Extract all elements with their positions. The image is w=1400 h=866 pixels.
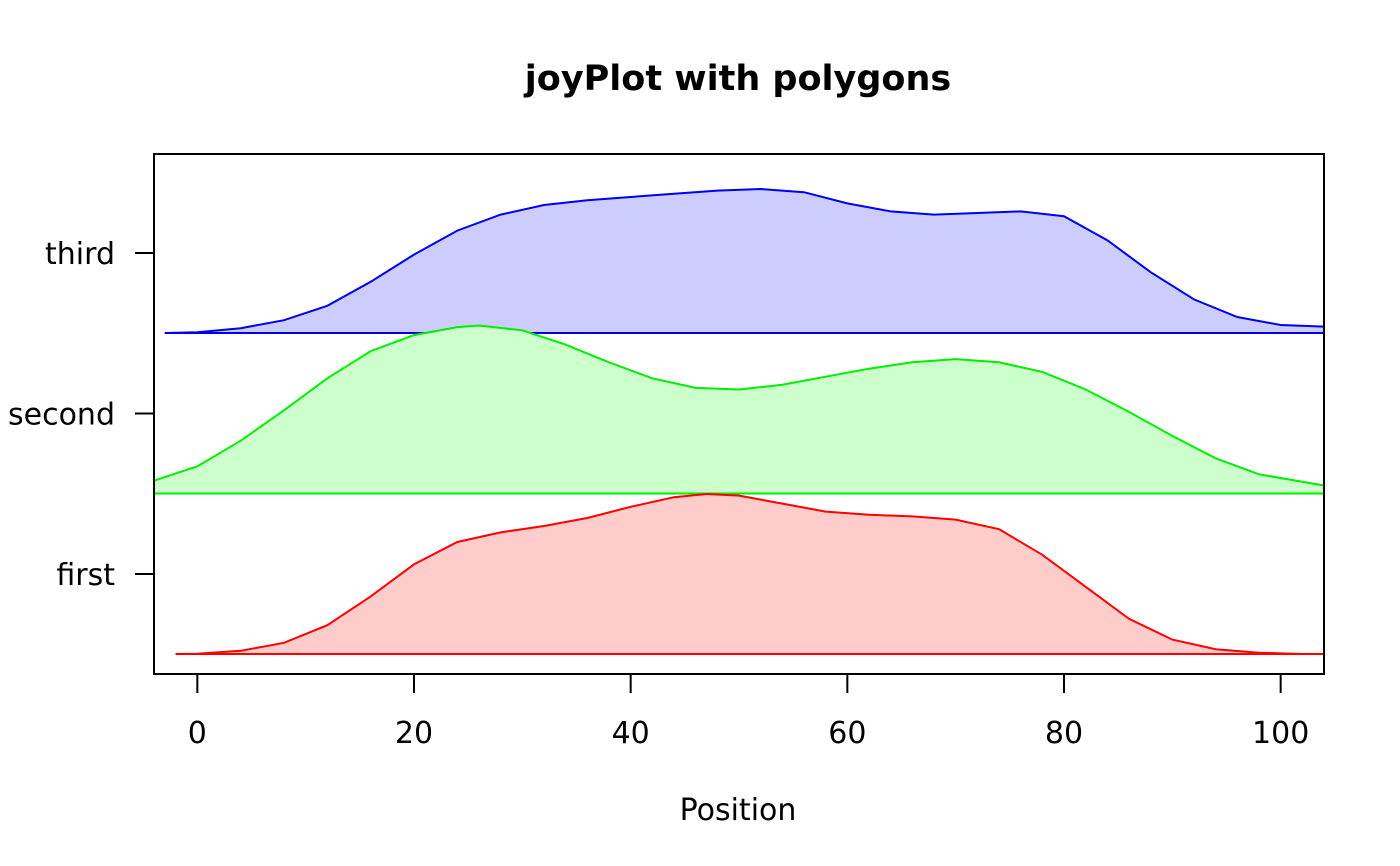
ridge-line-first [175,492,1303,655]
x-tick-label: 100 [1252,716,1309,751]
x-tick-label: 40 [612,716,650,751]
y-tick-label-second: second [8,398,115,433]
y-tick-label-first: first [56,558,115,593]
y-axis: first second third [8,237,154,593]
x-tick-label: 20 [395,716,433,751]
ridge-line-third [164,187,1325,334]
x-tick-label: 0 [188,716,207,751]
x-tick-label: 60 [828,716,866,751]
ridges-group [153,187,1325,655]
y-tick-label-third: third [45,237,115,272]
ridge-fill-third [164,189,1324,333]
ridge-fill-first [175,494,1303,654]
chart-title: joyPlot with polygons [523,59,951,99]
x-axis: 0 20 40 60 80 100 [188,674,1309,751]
ridge-line-second [153,324,1325,487]
x-axis-label: Position [680,793,797,828]
x-tick-label: 80 [1045,716,1083,751]
ridge-fill-second [154,325,1324,494]
